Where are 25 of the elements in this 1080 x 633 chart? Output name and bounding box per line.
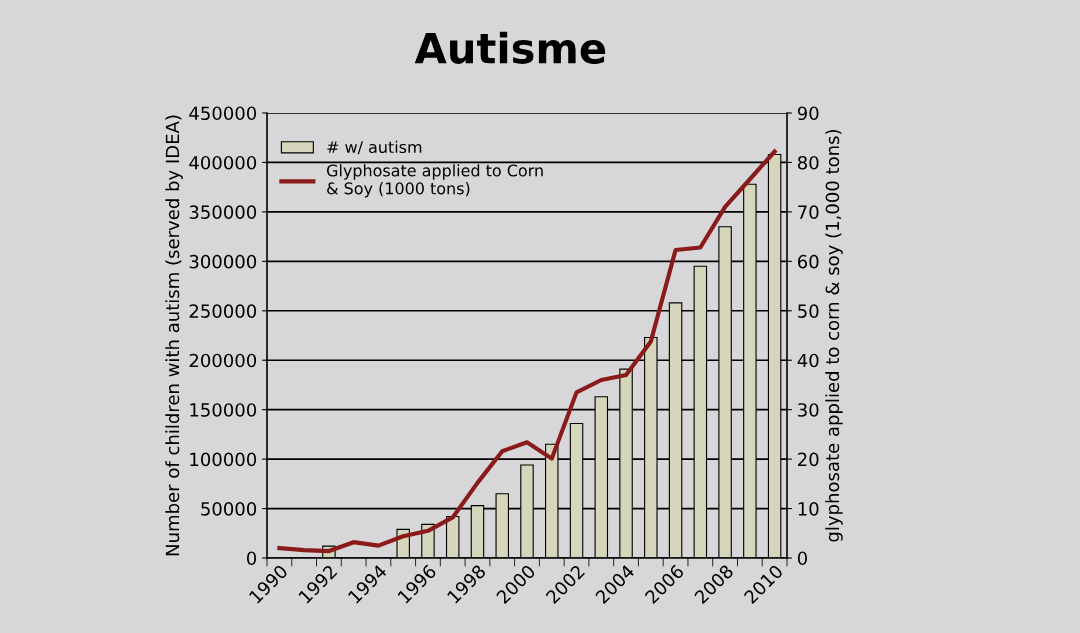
y2-axis-title: glyphosate applied to corn & soy (1,000 tons) bbox=[825, 129, 843, 542]
y-tick-label: 300000 bbox=[189, 254, 257, 269]
y-tick-label: 250000 bbox=[189, 304, 257, 318]
y2-tick-label: 90 bbox=[797, 106, 819, 121]
y-axis-title: Number of children with autism (served by IDEA) bbox=[165, 115, 183, 556]
y-tick-label: 100000 bbox=[190, 452, 257, 467]
y-tick-label: 0 bbox=[246, 551, 257, 566]
y2-tick-label: 70 bbox=[798, 205, 819, 220]
y-tick-label: 350000 bbox=[189, 205, 257, 220]
y-tick-label: 50000 bbox=[201, 502, 257, 516]
y2-tick-label: 80 bbox=[797, 155, 819, 170]
y-tick-label: 400000 bbox=[189, 155, 257, 170]
legend-label: Glyphosate applied to Corn & Soy (1000 tons) bbox=[326, 164, 543, 198]
y2-tick-label: 20 bbox=[798, 452, 819, 467]
y-tick-label: 450000 bbox=[189, 106, 257, 121]
y2-tick-label: 0 bbox=[797, 551, 808, 566]
y2-tick-label: 10 bbox=[798, 502, 819, 516]
y2-tick-label: 40 bbox=[797, 353, 819, 368]
y2-tick-label: 50 bbox=[798, 304, 819, 318]
y2-tick-label: 30 bbox=[798, 403, 819, 417]
y2-tick-label: 60 bbox=[797, 254, 819, 269]
legend-label: # w/ autism bbox=[327, 140, 422, 155]
chart-title: Autisme bbox=[414, 31, 606, 64]
y-tick-label: 200000 bbox=[189, 353, 257, 368]
y-tick-label: 150000 bbox=[190, 403, 257, 417]
